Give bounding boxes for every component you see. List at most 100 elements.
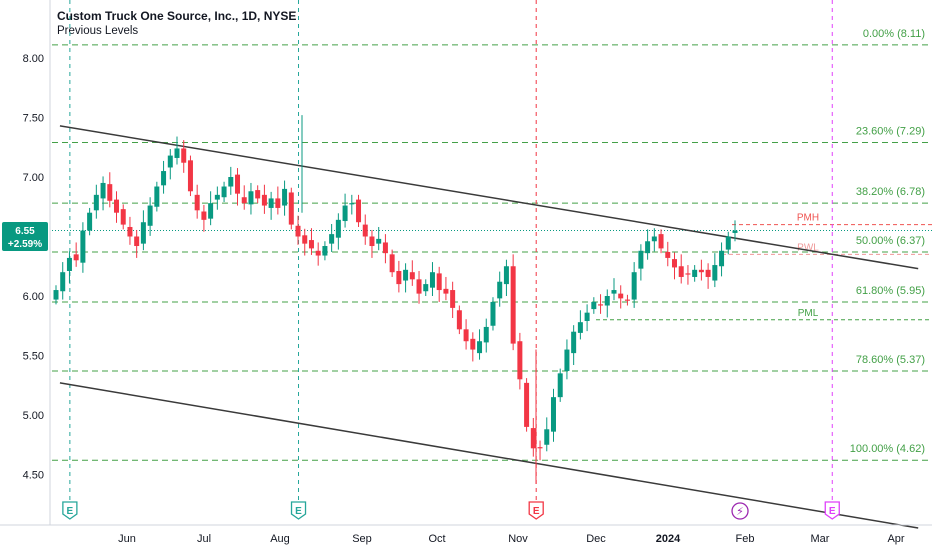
candle-body[interactable] <box>631 272 637 300</box>
channel-line[interactable] <box>59 125 919 270</box>
candle-body[interactable] <box>524 382 530 427</box>
candle-body[interactable] <box>692 269 698 277</box>
candle-body[interactable] <box>335 219 341 238</box>
candle-body[interactable] <box>470 338 476 350</box>
candle-body[interactable] <box>557 373 563 398</box>
candle-body[interactable] <box>638 250 644 269</box>
candle-body[interactable] <box>665 251 671 258</box>
candle-body[interactable] <box>497 281 503 299</box>
candle-body[interactable] <box>73 254 79 261</box>
candle-body[interactable] <box>503 266 509 285</box>
candle-body[interactable] <box>140 222 146 244</box>
candle-body[interactable] <box>208 203 214 219</box>
candle-body[interactable] <box>537 447 543 449</box>
candle-body[interactable] <box>308 240 314 249</box>
candle-body[interactable] <box>645 241 651 254</box>
candle-body[interactable] <box>436 273 442 291</box>
candle-body[interactable] <box>134 236 140 247</box>
candle-body[interactable] <box>80 230 86 263</box>
candle-body[interactable] <box>456 310 462 330</box>
candle-body[interactable] <box>416 279 422 294</box>
candle-body[interactable] <box>517 341 523 380</box>
earnings-marker[interactable] <box>62 501 78 520</box>
candle-body[interactable] <box>483 326 489 343</box>
earnings-marker[interactable] <box>824 501 840 520</box>
candle-body[interactable] <box>147 205 153 226</box>
candle-body[interactable] <box>53 290 59 300</box>
candle-body[interactable] <box>282 188 288 206</box>
candle-body[interactable] <box>235 174 241 194</box>
candle-body[interactable] <box>463 329 469 342</box>
channel-line[interactable] <box>59 382 919 529</box>
earnings-marker[interactable] <box>528 501 544 520</box>
candle-body[interactable] <box>719 250 725 267</box>
candle-body[interactable] <box>315 250 321 256</box>
candle-body[interactable] <box>100 182 106 199</box>
candle-body[interactable] <box>618 293 624 299</box>
candle-body[interactable] <box>181 148 187 163</box>
candle-body[interactable] <box>322 246 328 256</box>
candle-body[interactable] <box>550 397 556 432</box>
candle-body[interactable] <box>396 271 402 285</box>
candle-body[interactable] <box>624 299 630 301</box>
candle-body[interactable] <box>174 148 180 158</box>
candle-body[interactable] <box>275 198 281 208</box>
indicator-legend[interactable]: Previous Levels <box>57 25 139 37</box>
candle-body[interactable] <box>342 205 348 222</box>
candle-body[interactable] <box>369 236 375 247</box>
candle-body[interactable] <box>712 265 718 281</box>
candle-body[interactable] <box>571 331 577 354</box>
candle-body[interactable] <box>120 209 126 225</box>
candle-body[interactable] <box>349 203 355 205</box>
candle-body[interactable] <box>268 198 274 208</box>
candle-body[interactable] <box>114 199 120 213</box>
candle-body[interactable] <box>510 266 516 344</box>
candle-body[interactable] <box>604 296 610 306</box>
candle-body[interactable] <box>477 341 483 354</box>
candle-body[interactable] <box>409 272 415 280</box>
candle-body[interactable] <box>732 230 738 233</box>
candle-body[interactable] <box>685 273 691 275</box>
candle-body[interactable] <box>214 194 220 200</box>
candle-body[interactable] <box>161 171 167 186</box>
candle-body[interactable] <box>60 272 66 292</box>
candle-body[interactable] <box>530 428 536 449</box>
candle-body[interactable] <box>490 301 496 326</box>
candle-body[interactable] <box>651 236 657 242</box>
candle-body[interactable] <box>705 269 711 277</box>
candle-body[interactable] <box>356 199 362 223</box>
candle-body[interactable] <box>429 272 435 288</box>
candle-body[interactable] <box>611 290 617 294</box>
candle-body[interactable] <box>187 160 193 192</box>
candle-body[interactable] <box>389 254 395 273</box>
candle-body[interactable] <box>671 259 677 268</box>
candle-body[interactable] <box>329 234 335 244</box>
candle-body[interactable] <box>450 290 456 308</box>
candle-body[interactable] <box>221 186 227 198</box>
candle-body[interactable] <box>591 301 597 310</box>
candle-body[interactable] <box>288 192 294 225</box>
candle-body[interactable] <box>443 288 449 294</box>
candle-body[interactable] <box>87 212 93 231</box>
candle-body[interactable] <box>201 211 207 220</box>
candle-body[interactable] <box>698 269 704 273</box>
candle-body[interactable] <box>725 236 731 250</box>
candle-body[interactable] <box>362 224 368 237</box>
candle-body[interactable] <box>382 242 388 254</box>
candle-body[interactable] <box>107 184 113 201</box>
candle-body[interactable] <box>154 186 160 207</box>
dividend-marker[interactable] <box>731 502 749 520</box>
candle-body[interactable] <box>127 226 133 237</box>
candle-body[interactable] <box>248 191 254 205</box>
candle-body[interactable] <box>678 266 684 277</box>
candle-body[interactable] <box>544 429 550 445</box>
candle-body[interactable] <box>66 257 72 272</box>
candle-body[interactable] <box>167 155 173 168</box>
candle-body[interactable] <box>241 197 247 204</box>
candle-body[interactable] <box>658 234 664 249</box>
candle-body[interactable] <box>403 269 409 281</box>
candle-body[interactable] <box>93 194 99 211</box>
candle-body[interactable] <box>376 238 382 244</box>
candle-body[interactable] <box>255 190 261 199</box>
